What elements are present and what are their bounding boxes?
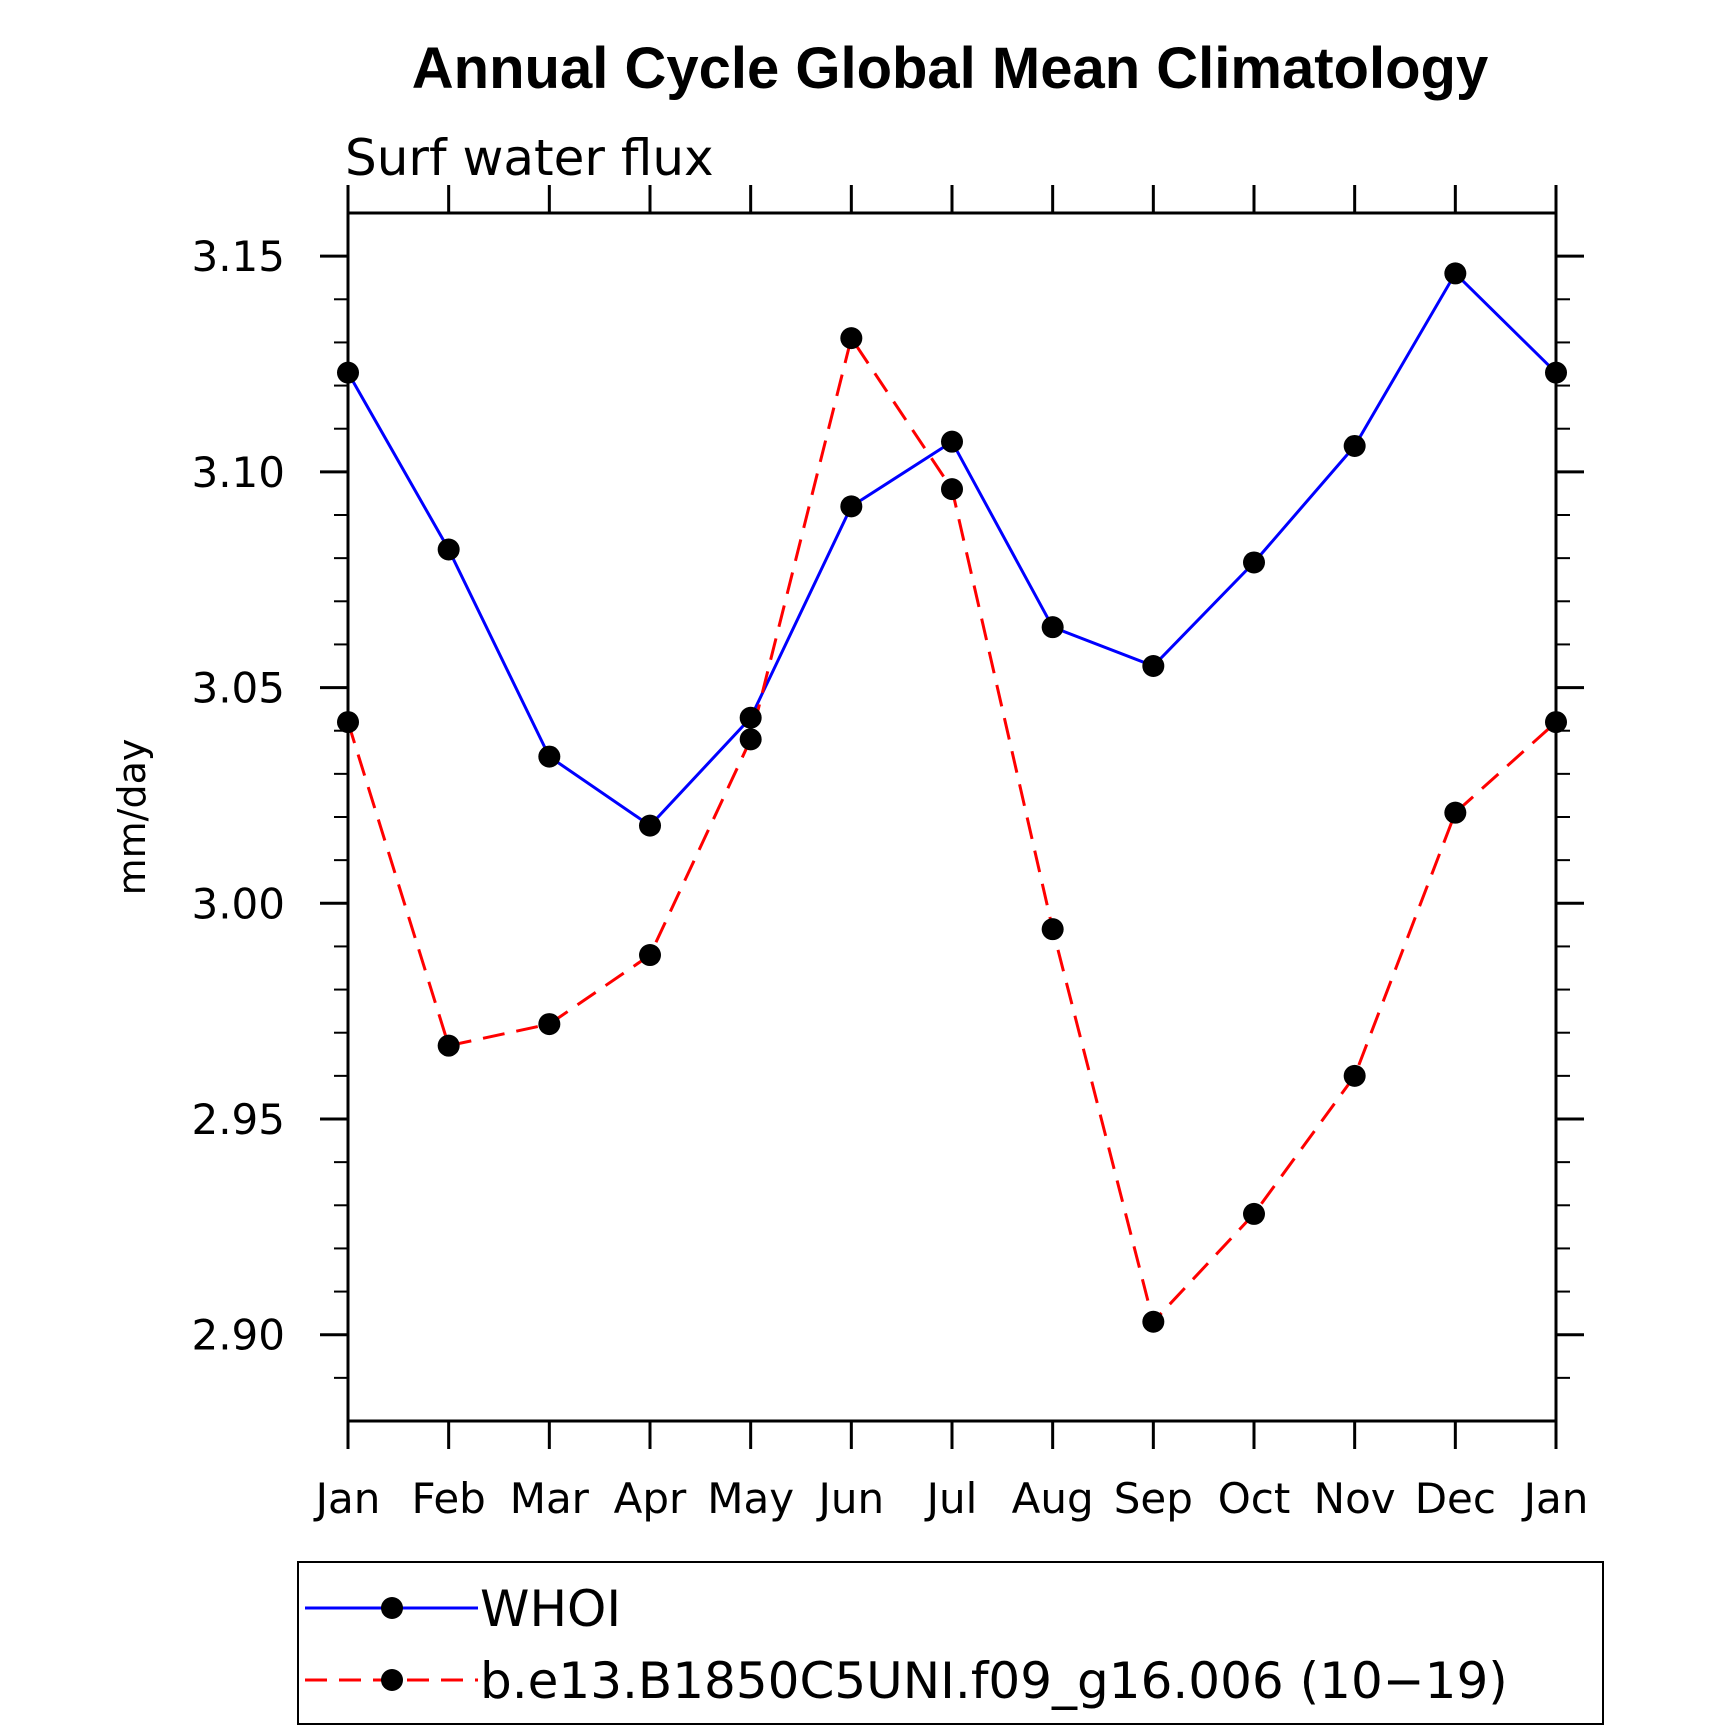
plot-frame xyxy=(346,211,1558,1423)
series-2-point xyxy=(941,478,963,501)
series-1-point xyxy=(941,430,963,453)
legend-frame xyxy=(297,1561,1604,1725)
legend-marker-1 xyxy=(381,1597,403,1619)
series-1-point xyxy=(639,814,661,837)
x-tick-label: Jun xyxy=(816,1474,885,1523)
series-1-point xyxy=(1343,434,1366,457)
x-tick-label: Oct xyxy=(1218,1474,1291,1523)
series-2-point xyxy=(337,711,359,734)
y-tick-label: 3.05 xyxy=(191,664,285,713)
chart-subtitle: Surf water flux xyxy=(345,129,714,187)
series-2-point xyxy=(1545,711,1567,734)
x-tick-label: Jul xyxy=(924,1474,978,1523)
legend: WHOI b.e13.B1850C5UNI.f09_g16.006 (10−19) xyxy=(297,1561,1604,1725)
chart-title: Annual Cycle Global Mean Climatology xyxy=(412,36,1488,101)
series-1-point xyxy=(437,538,460,561)
series-1-point xyxy=(1444,262,1467,285)
legend-label-1: WHOI xyxy=(480,1580,621,1638)
series-1-point xyxy=(739,706,762,729)
series-1-point xyxy=(1545,361,1567,384)
series-1-point xyxy=(1142,655,1165,677)
x-tick-label: Nov xyxy=(1314,1474,1396,1523)
series-2-point xyxy=(1343,1064,1366,1087)
series-1-point xyxy=(1243,551,1265,574)
y-tick-label: 3.10 xyxy=(191,448,285,497)
x-tick-label: Feb xyxy=(411,1474,485,1523)
series-2-point xyxy=(739,728,762,751)
legend-marker-2 xyxy=(381,1669,403,1691)
series-line-1 xyxy=(346,270,1558,828)
series-2-point xyxy=(1444,801,1467,824)
series-2-point xyxy=(538,1013,561,1036)
series-2-point xyxy=(639,944,661,967)
series-2-point xyxy=(1041,918,1064,941)
series-2-point xyxy=(1142,1310,1165,1333)
y-axis-label: mm/day xyxy=(110,739,154,896)
x-tick-label: Sep xyxy=(1114,1474,1193,1523)
legend-label-2: b.e13.B1850C5UNI.f09_g16.006 (10−19) xyxy=(480,1652,1508,1710)
axes: Jan Feb Mar Apr May Jun Jul Aug Sep Oct Nov Dec Jan 2… xyxy=(191,185,1588,1523)
x-tick-label: Apr xyxy=(614,1474,687,1523)
series-2-point xyxy=(840,327,863,350)
y-tick-label: 2.95 xyxy=(191,1095,285,1144)
y-tick-label: 2.90 xyxy=(191,1311,285,1360)
x-tick-label: Jan xyxy=(313,1474,381,1523)
y-tick-label: 3.00 xyxy=(191,879,285,928)
series-layer xyxy=(337,262,1567,1333)
x-tick-label: Dec xyxy=(1415,1474,1496,1523)
series-2-point xyxy=(437,1034,460,1057)
series-1-point xyxy=(538,745,561,768)
series-1-point xyxy=(337,361,359,384)
series-2-point xyxy=(1243,1202,1265,1225)
x-tick-label: May xyxy=(707,1474,794,1523)
x-tick-label: Jan xyxy=(1521,1474,1589,1523)
series-1-point xyxy=(840,495,863,518)
series-1-point xyxy=(1041,616,1064,639)
x-tick-label: Mar xyxy=(510,1474,590,1523)
x-tick-label: Aug xyxy=(1012,1474,1094,1523)
y-tick-label: 3.15 xyxy=(191,232,285,281)
